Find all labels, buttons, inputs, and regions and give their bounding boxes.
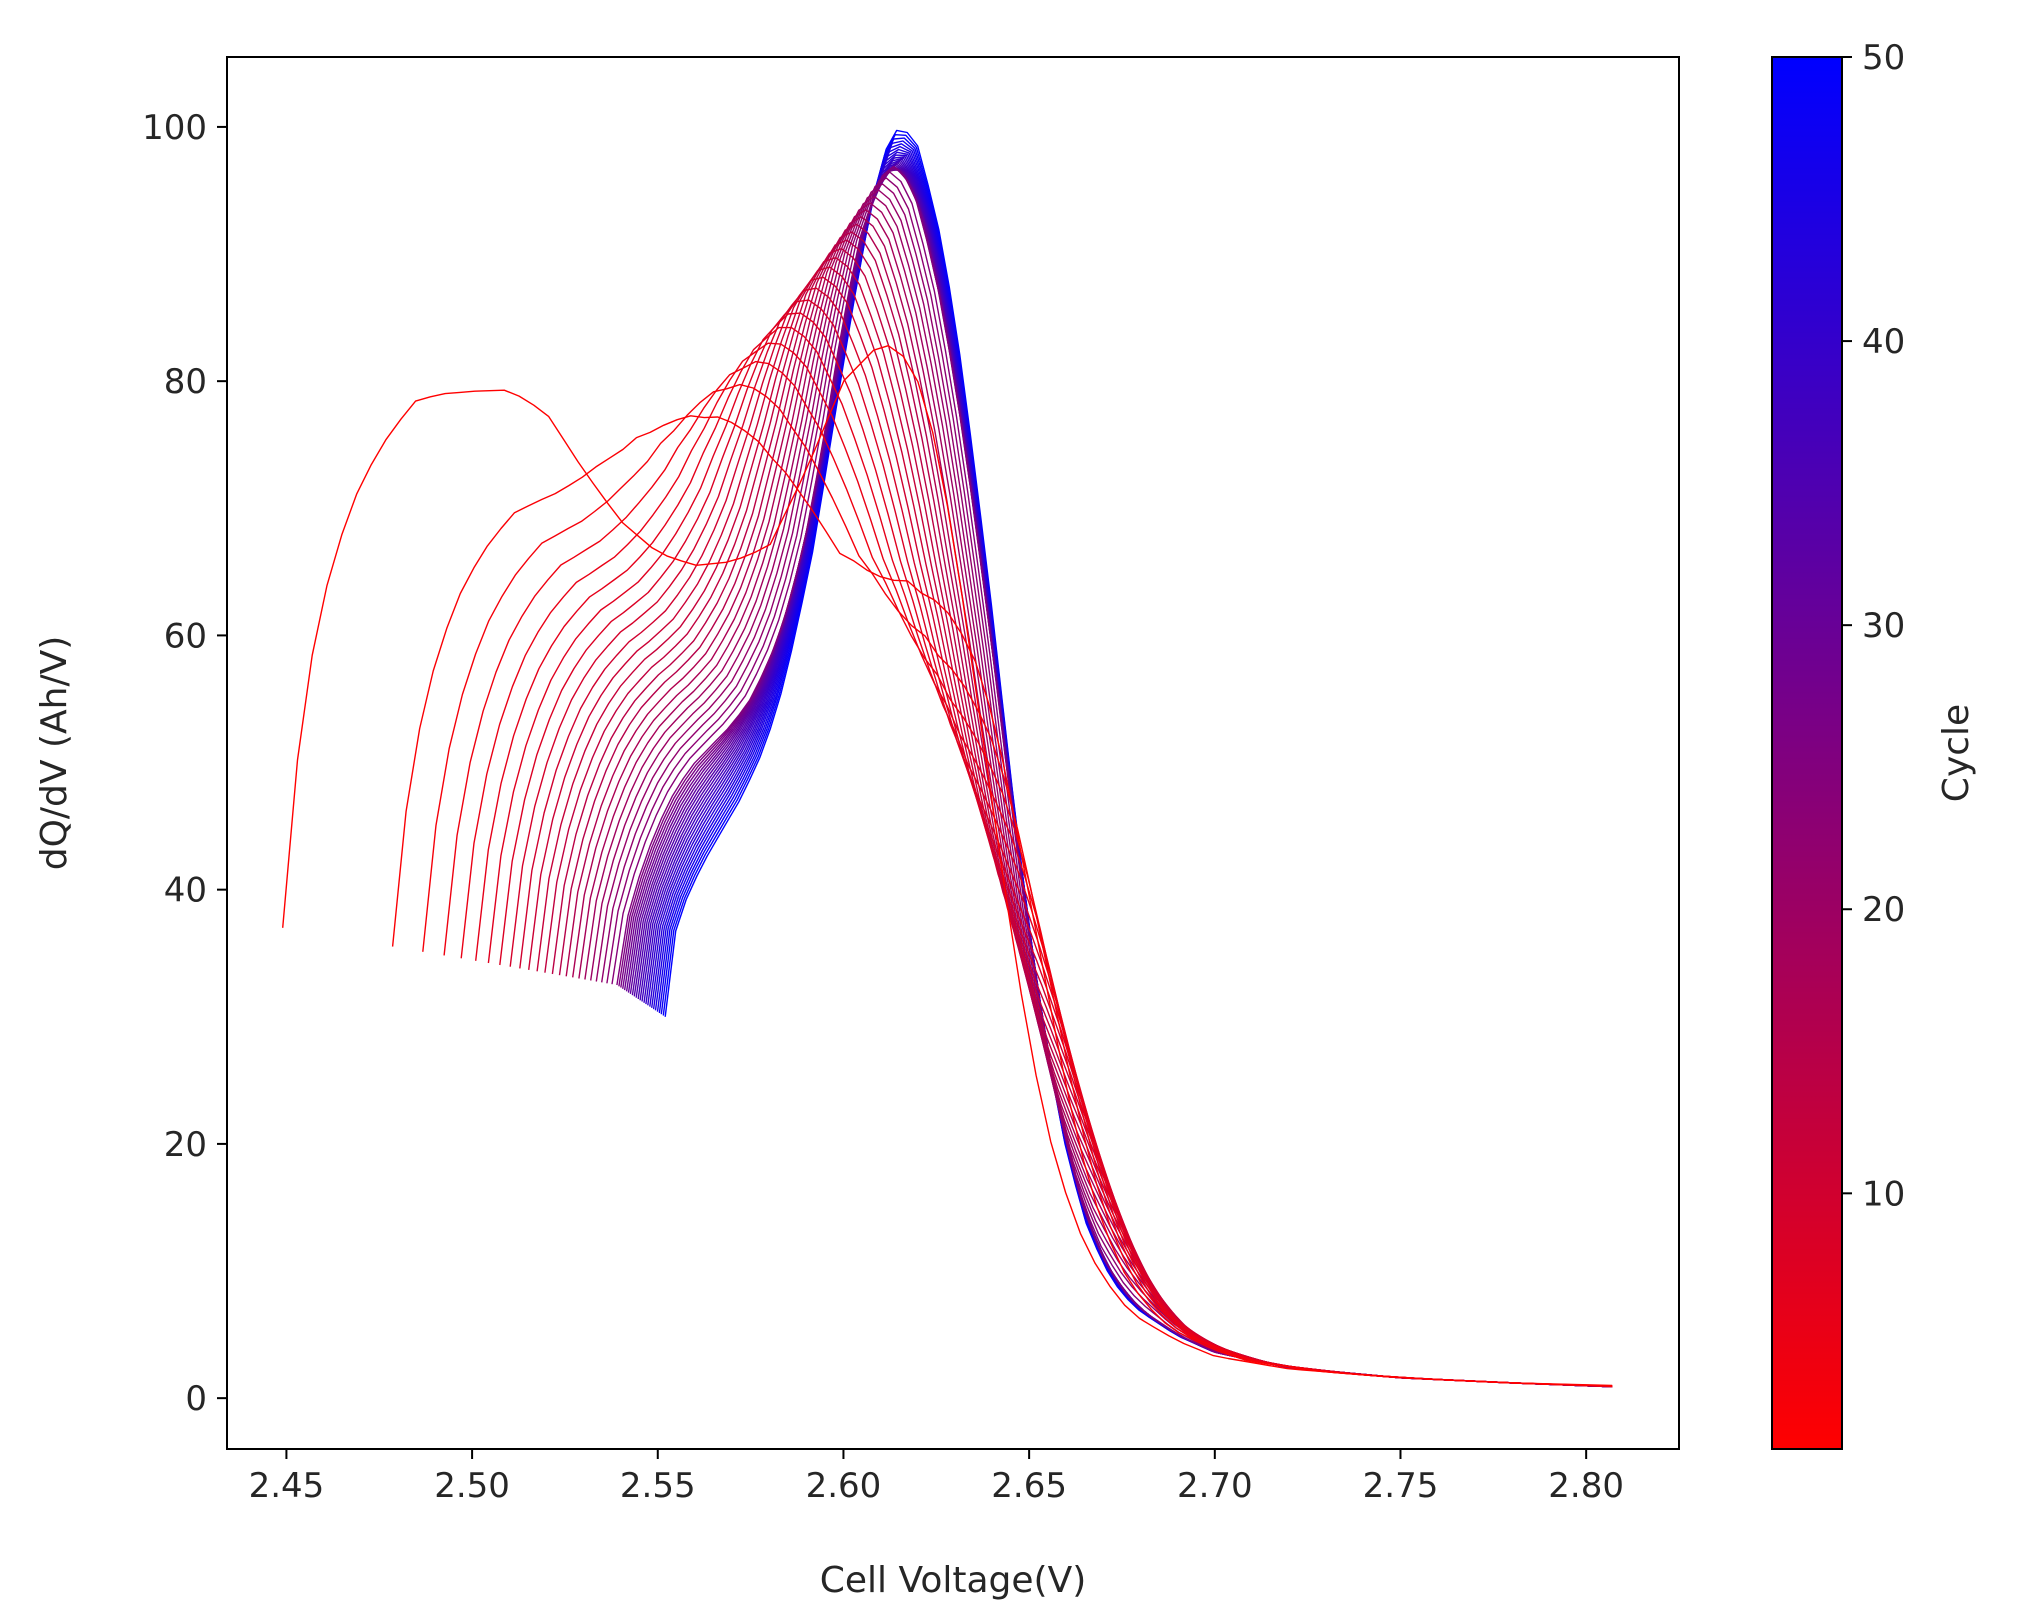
- y-tick-label: 20: [164, 1125, 207, 1165]
- colorbar-tick-label: 10: [1862, 1174, 1905, 1214]
- colorbar: [1771, 56, 1843, 1450]
- x-tick-label: 2.60: [806, 1466, 882, 1506]
- x-axis-label: Cell Voltage(V): [820, 1560, 1086, 1601]
- colorbar-ticks: 10 20 30 40 50: [1842, 38, 1905, 1214]
- y-tick-label: 0: [185, 1379, 207, 1419]
- colorbar-tick-label: 30: [1862, 606, 1905, 646]
- y-tick-label: 100: [142, 108, 207, 148]
- x-tick-label: 2.65: [991, 1466, 1067, 1506]
- plot-frame: [226, 56, 1680, 1450]
- y-tick-label: 80: [164, 362, 207, 402]
- colorbar-tick-label: 50: [1862, 38, 1905, 78]
- colorbar-label: Cycle: [1936, 704, 1977, 802]
- curve-group: [282, 129, 1613, 1388]
- plot-background: [227, 57, 1679, 1449]
- x-axis-ticks: 2.45 2.50 2.55 2.60 2.65 2.70 2.75 2.80: [249, 1449, 1624, 1506]
- colorbar-tick-label: 20: [1862, 890, 1905, 930]
- y-axis-label: dQ/dV (Ah/V): [34, 636, 75, 871]
- colorbar-tick-label: 40: [1862, 322, 1905, 362]
- x-tick-label: 2.45: [249, 1466, 325, 1506]
- cycle-curve: [282, 345, 1613, 1387]
- y-tick-label: 60: [164, 616, 207, 656]
- x-tick-label: 2.55: [620, 1466, 696, 1506]
- y-tick-label: 40: [164, 871, 207, 911]
- x-tick-label: 2.75: [1363, 1466, 1439, 1506]
- x-tick-label: 2.70: [1177, 1466, 1253, 1506]
- y-axis-ticks: 0 20 40 60 80 100: [142, 108, 227, 1419]
- x-tick-label: 2.50: [434, 1466, 510, 1506]
- x-tick-label: 2.80: [1548, 1466, 1624, 1506]
